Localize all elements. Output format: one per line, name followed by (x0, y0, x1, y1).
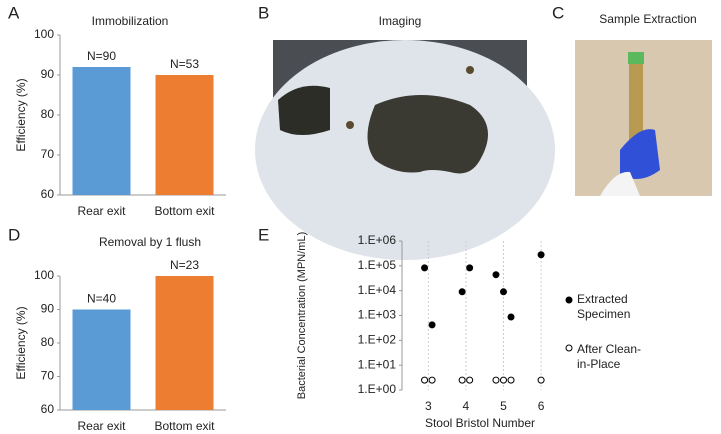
imaging-photo (255, 40, 555, 260)
point (499, 288, 507, 296)
point (428, 321, 436, 329)
y-tick-label: 60 (41, 402, 55, 416)
y-tick-label: 80 (41, 335, 55, 349)
y-tick-label: 1.E+02 (358, 333, 397, 347)
point (537, 251, 545, 259)
panel-letter: B (258, 3, 269, 22)
point (492, 271, 500, 279)
annotation: N=40 (87, 292, 116, 306)
point (421, 376, 429, 384)
y-axis-label: Efficiency (%) (14, 306, 28, 379)
panel-title: Imaging (379, 14, 422, 28)
legend-label: After Clean-in-Place (577, 342, 642, 371)
point (492, 376, 500, 384)
point (458, 376, 466, 384)
bar (72, 67, 131, 195)
panel-letter: A (8, 3, 20, 22)
point (466, 264, 474, 272)
extraction-photo (575, 40, 712, 196)
point (537, 376, 545, 384)
y-tick-label: 1.E+01 (358, 357, 397, 371)
y-tick-label: 90 (41, 302, 55, 316)
chart-title: Removal by 1 flush (99, 235, 201, 249)
legend-label: Extracted Specimen (577, 292, 631, 321)
x-tick-label: 6 (538, 399, 545, 413)
bar (155, 276, 214, 410)
bar (72, 309, 131, 410)
y-tick-label: 1.E+06 (358, 233, 397, 247)
y-tick-label: 1.E+00 (358, 382, 397, 396)
y-tick-label: 1.E+03 (358, 308, 397, 322)
y-axis-label: Efficiency (%) (14, 78, 28, 151)
panel-letter: E (258, 225, 269, 244)
point (507, 313, 515, 321)
point (428, 376, 436, 384)
panel-letter: D (8, 225, 20, 244)
point (499, 376, 507, 384)
y-tick-label: 60 (41, 187, 55, 201)
legend-marker (565, 296, 573, 304)
y-tick-label: 100 (34, 268, 54, 282)
chart-title: Immobilization (92, 14, 169, 28)
panel-letter: C (552, 3, 564, 22)
point (507, 376, 515, 384)
y-tick-label: 1.E+05 (358, 258, 397, 272)
x-tick-label: 4 (463, 399, 470, 413)
y-axis-label: Bacterial Concentration (MPN/mL) (296, 232, 308, 400)
point (458, 288, 466, 296)
x-tick-label: Rear exit (77, 204, 126, 218)
bar (155, 75, 214, 195)
annotation: N=23 (170, 258, 199, 272)
y-tick-label: 70 (41, 369, 55, 383)
y-tick-label: 80 (41, 107, 55, 121)
x-axis-label: Stool Bristol Number (425, 416, 535, 430)
annotation: N=53 (170, 57, 199, 71)
panel-title: Sample Extraction (599, 12, 696, 26)
legend-marker (565, 344, 573, 352)
y-tick-label: 90 (41, 67, 55, 81)
x-tick-label: 5 (500, 399, 507, 413)
x-tick-label: Bottom exit (154, 419, 215, 433)
point (466, 376, 474, 384)
y-tick-label: 100 (34, 27, 54, 41)
y-tick-label: 70 (41, 147, 55, 161)
annotation: N=90 (87, 49, 116, 63)
x-tick-label: Rear exit (77, 419, 126, 433)
y-tick-label: 1.E+04 (358, 283, 397, 297)
x-tick-label: 3 (425, 399, 432, 413)
x-tick-label: Bottom exit (154, 204, 215, 218)
point (421, 264, 429, 272)
